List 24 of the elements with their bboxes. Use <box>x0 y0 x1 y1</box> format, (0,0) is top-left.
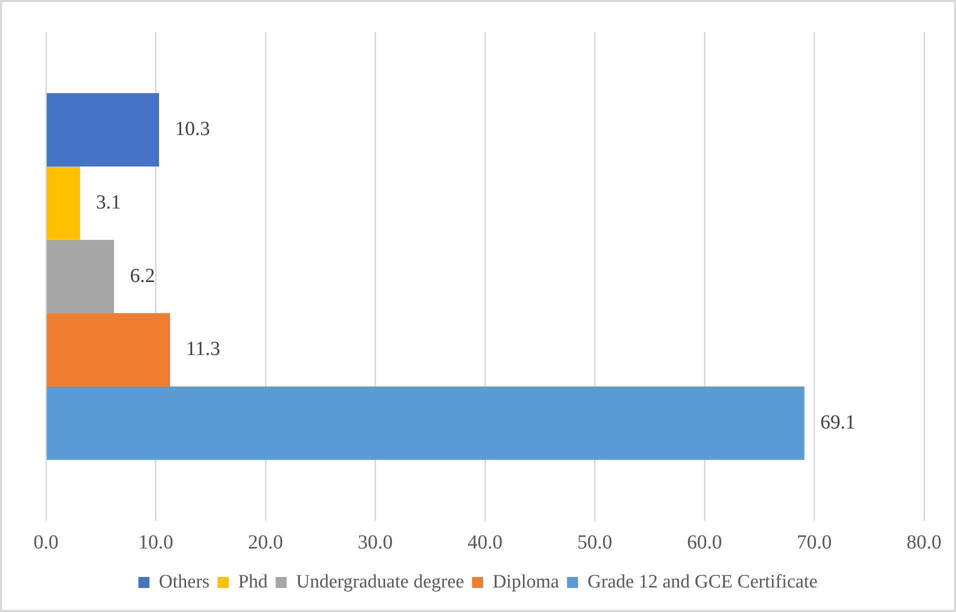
data-label: 11.3 <box>186 338 220 360</box>
x-tick-label: 80.0 <box>906 531 942 554</box>
x-tick-label: 70.0 <box>796 531 832 554</box>
x-tick-label: 10.0 <box>138 531 174 554</box>
data-label: 6.2 <box>130 264 156 287</box>
data-label: 3.1 <box>96 191 122 214</box>
x-tick-label: 50.0 <box>577 531 612 554</box>
legend-label: Undergraduate degree <box>296 571 464 592</box>
bar <box>46 166 80 240</box>
x-tick-label: 30.0 <box>358 531 393 554</box>
x-tick-label: 0.0 <box>34 531 58 554</box>
legend-label: Diploma <box>492 571 560 592</box>
x-tick-label: 60.0 <box>687 531 722 554</box>
legend-label: Phd <box>238 571 268 592</box>
legend-label: Others <box>158 571 210 592</box>
bar <box>46 240 114 314</box>
bar <box>46 386 804 460</box>
data-label: 10.3 <box>175 118 210 140</box>
bar <box>46 313 170 387</box>
data-label: 69.1 <box>820 411 856 434</box>
bar <box>46 93 160 166</box>
legend-label: Grade 12 and GCE Certificate <box>588 571 818 592</box>
x-tick-label: 20.0 <box>248 531 283 554</box>
x-tick-label: 40.0 <box>468 531 502 554</box>
